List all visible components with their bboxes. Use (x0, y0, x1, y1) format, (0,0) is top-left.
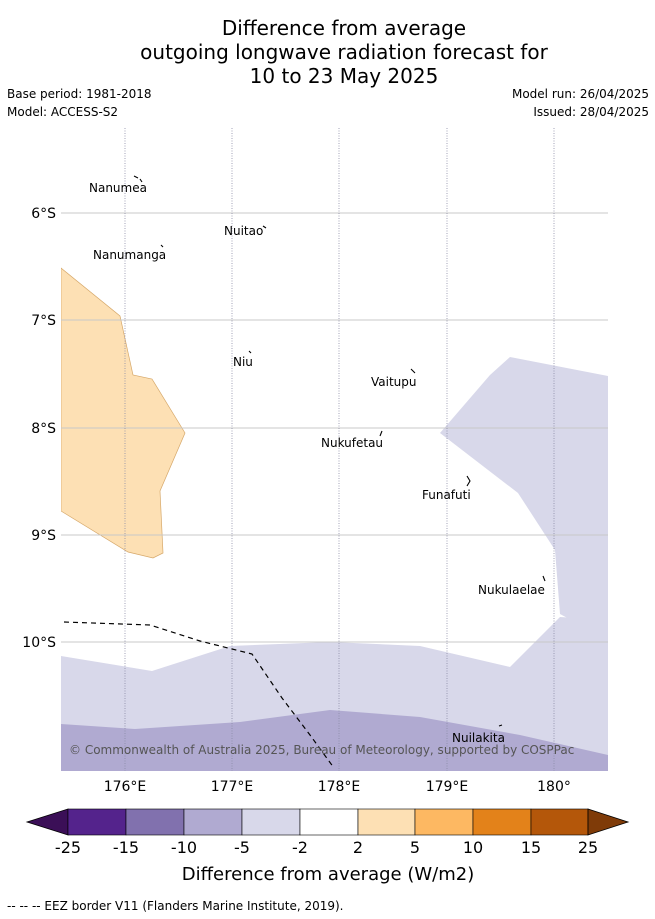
colorbar-above-max-arrow (587, 808, 630, 836)
colorbar-bin (125, 808, 185, 836)
island-nuitao (262, 225, 267, 229)
title-line-3: 10 to 23 May 2025 (249, 64, 439, 88)
island-vaitupu (410, 368, 416, 374)
colorbar-bin (414, 808, 474, 836)
place-label-nanumea: Nanumea (89, 181, 147, 195)
place-label-nukufetau: Nukufetau (321, 436, 383, 450)
colorbar-bin (183, 808, 243, 836)
base-period: Base period: 1981-2018 (7, 87, 152, 101)
eez-footnote: -- -- -- EEZ border V11 (Flanders Marine… (7, 899, 344, 913)
place-label-vaitupu: Vaitupu (371, 375, 417, 389)
lat-label: 7°S (31, 313, 56, 329)
colorbar-label: -2 (292, 838, 308, 857)
island-niu (248, 350, 252, 354)
island-nukulaelae (542, 575, 546, 582)
lon-label: 180° (537, 779, 571, 795)
colorbar-label: -5 (234, 838, 250, 857)
place-label-nuilakita: Nuilakita (452, 731, 505, 745)
gridlines (61, 212, 608, 643)
lat-label: 10°S (22, 635, 56, 651)
colorbar-bin (241, 808, 301, 836)
islands (133, 175, 546, 727)
island-nuilakita (498, 724, 503, 727)
lon-label: 179°E (426, 779, 469, 795)
island-funafuti (466, 475, 471, 487)
place-label-niu: Niu (233, 355, 253, 369)
place-labels: Nanumea Nuitao Nanumanga Niu Vaitupu Nuk… (89, 181, 545, 745)
colorbar-label: 10 (463, 838, 483, 857)
place-label-nukulaelae: Nukulaelae (478, 583, 545, 597)
meta-right: Model run: 26/04/2025 Issued: 28/04/2025 (512, 87, 649, 123)
colorbar-label: 5 (410, 838, 420, 857)
lat-label: 6°S (31, 206, 56, 222)
colorbar-label: 25 (578, 838, 598, 857)
issued-date: Issued: 28/04/2025 (533, 105, 649, 119)
lon-label: 176°E (104, 779, 147, 795)
colorbar-bin (357, 808, 416, 836)
model-run: Model run: 26/04/2025 (511, 87, 649, 101)
title-line-2: outgoing longwave radiation forecast for (140, 40, 548, 64)
meta-left: Base period: 1981-2018 Model: ACCESS-S2 (7, 87, 152, 123)
colorbar-label: 2 (353, 838, 363, 857)
colorbar-label: -10 (171, 838, 197, 857)
island-nanumanga (160, 244, 164, 248)
model-name: Model: ACCESS-S2 (7, 105, 119, 119)
place-label-nuitao: Nuitao (224, 224, 263, 238)
meridians (124, 128, 555, 771)
longitude-labels: 176°E 177°E 178°E 179°E 180° (104, 779, 571, 795)
colorbar-bin (530, 808, 589, 836)
map-title: Difference from average outgoing longwav… (0, 16, 655, 88)
colorbar-bin (472, 808, 532, 836)
colorbar-bin (299, 808, 359, 836)
latitude-labels: 6°S 7°S 8°S 9°S 10°S (22, 206, 56, 651)
title-line-1: Difference from average (221, 16, 467, 40)
colorbar-label: -15 (113, 838, 139, 857)
lon-label: 178°E (318, 779, 361, 795)
lat-label: 9°S (31, 528, 56, 544)
colorbar: -25 -15 -10 -5 -2 2 5 10 15 25 Differenc… (25, 808, 630, 885)
eez-border (63, 621, 335, 769)
colorbar-title: Difference from average (W/m2) (182, 864, 474, 885)
colorbar-below-min-arrow (25, 808, 69, 836)
colorbar-label: 15 (521, 838, 541, 857)
island-nukufetau (379, 430, 383, 437)
island-nanumea (133, 175, 143, 183)
place-label-nanumanga: Nanumanga (93, 248, 166, 262)
colorbar-label: -25 (55, 838, 81, 857)
copyright-notice: © Commonwealth of Australia 2025, Bureau… (69, 743, 574, 757)
lat-label: 8°S (31, 421, 56, 437)
colorbar-bin (67, 808, 127, 836)
place-label-funafuti: Funafuti (422, 488, 471, 502)
anomaly-region-minus10-to-minus5 (61, 710, 608, 771)
anomaly-region-2-to-5-west (61, 267, 186, 559)
lon-label: 177°E (211, 779, 254, 795)
